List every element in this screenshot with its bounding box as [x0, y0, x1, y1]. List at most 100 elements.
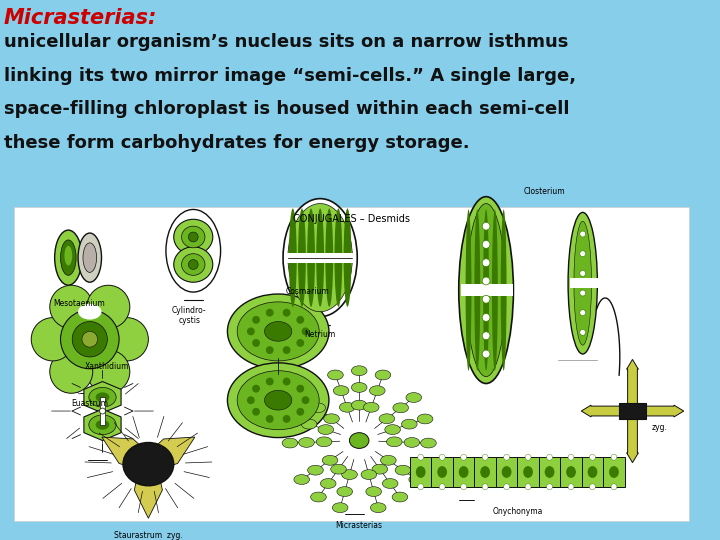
- Ellipse shape: [461, 454, 467, 460]
- Ellipse shape: [283, 377, 291, 386]
- Ellipse shape: [299, 437, 315, 447]
- Ellipse shape: [335, 208, 342, 307]
- Ellipse shape: [525, 484, 531, 490]
- Ellipse shape: [189, 260, 198, 269]
- Ellipse shape: [580, 290, 585, 296]
- Ellipse shape: [568, 454, 574, 460]
- Ellipse shape: [590, 484, 595, 490]
- Ellipse shape: [546, 484, 552, 490]
- Ellipse shape: [298, 208, 306, 307]
- Polygon shape: [147, 437, 195, 470]
- Ellipse shape: [369, 386, 385, 396]
- Ellipse shape: [482, 222, 490, 230]
- Ellipse shape: [523, 466, 533, 478]
- Ellipse shape: [82, 332, 98, 347]
- Ellipse shape: [387, 437, 402, 447]
- Ellipse shape: [580, 310, 585, 316]
- Ellipse shape: [339, 402, 355, 412]
- Ellipse shape: [364, 402, 379, 412]
- Polygon shape: [135, 468, 163, 518]
- Ellipse shape: [310, 403, 325, 413]
- Ellipse shape: [55, 230, 82, 285]
- Ellipse shape: [297, 339, 304, 347]
- Text: Euastrum: Euastrum: [71, 399, 108, 408]
- Bar: [431, 457, 453, 487]
- Ellipse shape: [580, 231, 585, 237]
- Ellipse shape: [237, 302, 319, 361]
- Ellipse shape: [342, 470, 357, 480]
- Ellipse shape: [482, 350, 490, 358]
- Ellipse shape: [302, 327, 310, 335]
- Bar: [461, 284, 513, 296]
- Text: zyg.: zyg.: [652, 423, 668, 432]
- Ellipse shape: [482, 259, 490, 267]
- Text: Staurastrum  zyg.: Staurastrum zyg.: [114, 531, 183, 540]
- Ellipse shape: [482, 332, 490, 340]
- Ellipse shape: [72, 321, 107, 357]
- Ellipse shape: [288, 204, 352, 312]
- Bar: [570, 278, 601, 288]
- Ellipse shape: [482, 314, 490, 321]
- Ellipse shape: [89, 387, 116, 407]
- Ellipse shape: [181, 226, 205, 248]
- Ellipse shape: [297, 408, 304, 416]
- Bar: [99, 397, 105, 425]
- Ellipse shape: [611, 484, 617, 490]
- Ellipse shape: [379, 414, 395, 423]
- Ellipse shape: [318, 424, 333, 435]
- Ellipse shape: [370, 503, 386, 512]
- Ellipse shape: [283, 346, 291, 354]
- Ellipse shape: [574, 221, 592, 345]
- Ellipse shape: [588, 466, 598, 478]
- Ellipse shape: [307, 208, 315, 307]
- Ellipse shape: [420, 438, 436, 448]
- Ellipse shape: [123, 442, 174, 486]
- Ellipse shape: [301, 419, 317, 429]
- FancyArrow shape: [632, 405, 684, 417]
- Text: Xanthidium: Xanthidium: [85, 362, 130, 371]
- Text: linking its two mirror image “semi-cells.” A single large,: linking its two mirror image “semi-cells…: [4, 67, 576, 85]
- Ellipse shape: [323, 455, 338, 465]
- Ellipse shape: [349, 433, 369, 448]
- Bar: [410, 457, 431, 487]
- Bar: [453, 457, 474, 487]
- Ellipse shape: [266, 377, 274, 386]
- Ellipse shape: [418, 484, 423, 490]
- Ellipse shape: [60, 240, 76, 275]
- Bar: [14, 206, 689, 521]
- Ellipse shape: [333, 386, 349, 396]
- Ellipse shape: [31, 318, 74, 361]
- Ellipse shape: [544, 466, 554, 478]
- Text: CONJUGALES – Desmids: CONJUGALES – Desmids: [293, 214, 410, 224]
- Ellipse shape: [418, 414, 433, 424]
- FancyArrow shape: [581, 405, 632, 417]
- Text: these form carbohydrates for energy storage.: these form carbohydrates for energy stor…: [4, 134, 469, 152]
- Text: Onychonyma: Onychonyma: [492, 508, 542, 516]
- Ellipse shape: [351, 400, 367, 410]
- Polygon shape: [84, 382, 121, 413]
- Text: unicellular organism’s nucleus sits on a narrow isthmus: unicellular organism’s nucleus sits on a…: [4, 33, 568, 51]
- Polygon shape: [84, 409, 121, 441]
- Ellipse shape: [590, 454, 595, 460]
- Bar: [582, 457, 603, 487]
- Ellipse shape: [87, 285, 130, 328]
- Ellipse shape: [502, 466, 511, 478]
- Ellipse shape: [482, 240, 490, 248]
- Ellipse shape: [393, 403, 408, 413]
- Ellipse shape: [83, 243, 96, 272]
- Ellipse shape: [325, 208, 333, 307]
- Ellipse shape: [580, 329, 585, 335]
- Ellipse shape: [297, 393, 312, 402]
- Bar: [496, 457, 518, 487]
- Ellipse shape: [328, 370, 343, 380]
- Ellipse shape: [461, 484, 467, 490]
- Ellipse shape: [525, 454, 531, 460]
- Ellipse shape: [302, 396, 310, 404]
- Ellipse shape: [252, 339, 260, 347]
- Ellipse shape: [500, 210, 507, 371]
- Ellipse shape: [467, 204, 505, 376]
- Ellipse shape: [366, 487, 382, 496]
- Ellipse shape: [382, 478, 398, 488]
- Text: Mesotaenium: Mesotaenium: [53, 299, 105, 308]
- Ellipse shape: [337, 487, 353, 496]
